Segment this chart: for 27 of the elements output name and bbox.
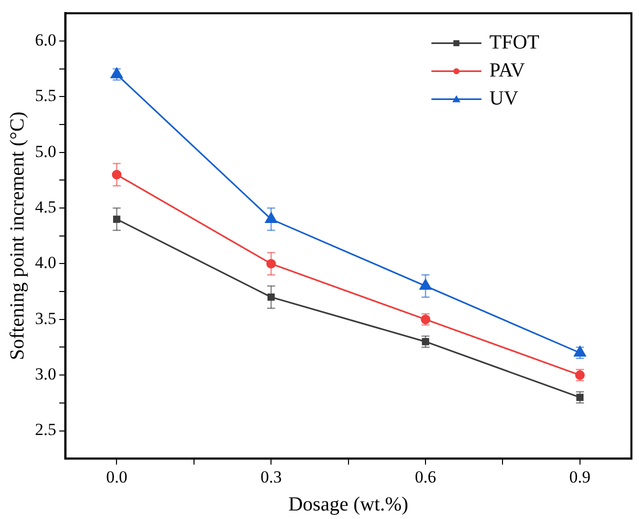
point (574, 346, 586, 357)
y-tick-label: 4.5 (35, 198, 56, 217)
x-axis-title: Dosage (wt.%) (288, 493, 408, 516)
point (267, 294, 275, 301)
x-tick-label: 0.3 (260, 467, 282, 486)
legend-label: TFOT (489, 31, 540, 54)
point (576, 394, 584, 401)
point (112, 170, 122, 180)
legend-label: UV (489, 87, 519, 110)
y-tick-label: 5.0 (35, 142, 56, 161)
y-tick-label: 5.5 (35, 86, 56, 106)
y-axis-title: Softening point increment (°C) (6, 112, 28, 360)
x-tick-label: 0.6 (414, 467, 436, 486)
x-tick-label: 0.0 (106, 467, 128, 486)
point (265, 212, 278, 223)
point (422, 338, 430, 346)
point (420, 279, 432, 290)
y-tick-label: 3.5 (35, 308, 56, 328)
y-tick-label: 4.0 (35, 253, 56, 272)
y-tick-label: 3.0 (35, 364, 56, 384)
x-tick-label: 0.9 (569, 467, 591, 486)
point (110, 68, 123, 78)
point (266, 258, 276, 269)
y-tick-label: 2.5 (35, 420, 56, 440)
y-tick-label: 6.0 (35, 30, 56, 50)
point (113, 216, 120, 223)
legend-label: PAV (489, 59, 526, 82)
